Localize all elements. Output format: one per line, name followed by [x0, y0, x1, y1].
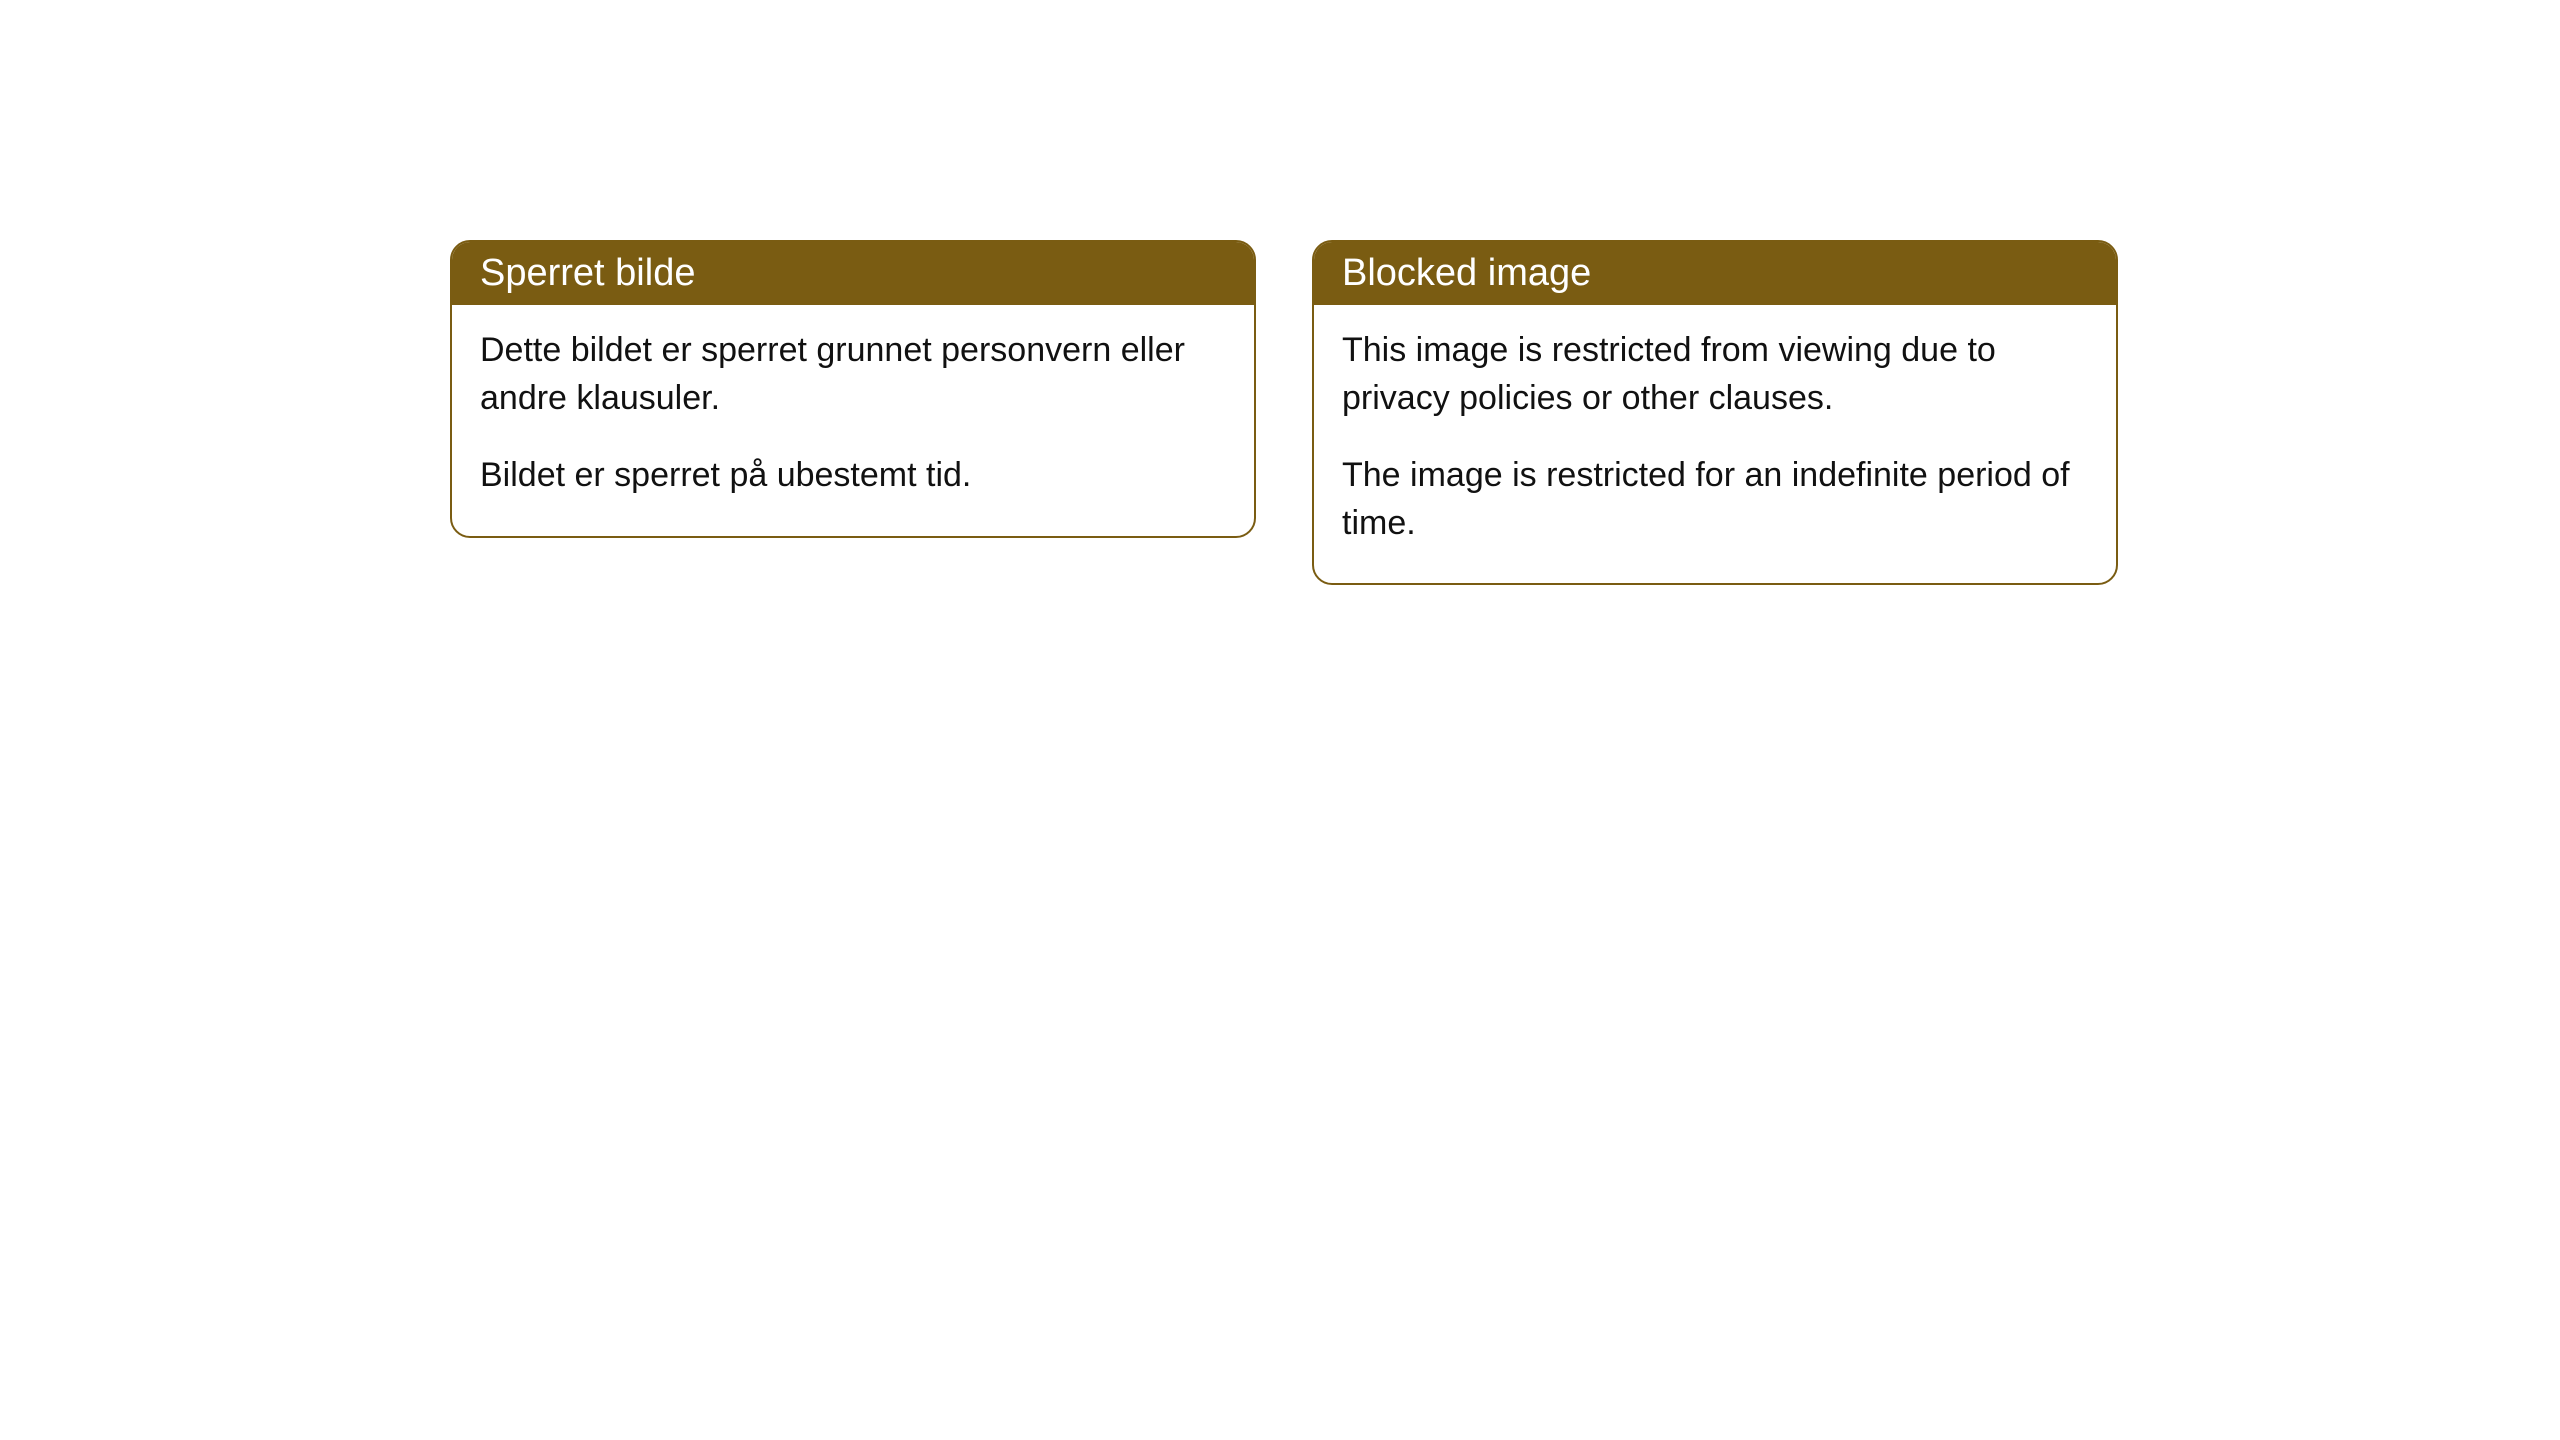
card-paragraph-1: This image is restricted from viewing du… [1342, 327, 2088, 422]
card-paragraph-1: Dette bildet er sperret grunnet personve… [480, 327, 1226, 422]
blocked-image-card-norwegian: Sperret bilde Dette bildet er sperret gr… [450, 240, 1256, 538]
card-body: This image is restricted from viewing du… [1314, 305, 2116, 583]
card-title: Sperret bilde [452, 242, 1254, 305]
card-body: Dette bildet er sperret grunnet personve… [452, 305, 1254, 536]
card-title: Blocked image [1314, 242, 2116, 305]
card-paragraph-2: Bildet er sperret på ubestemt tid. [480, 452, 1226, 500]
blocked-image-card-english: Blocked image This image is restricted f… [1312, 240, 2118, 585]
card-paragraph-2: The image is restricted for an indefinit… [1342, 452, 2088, 547]
